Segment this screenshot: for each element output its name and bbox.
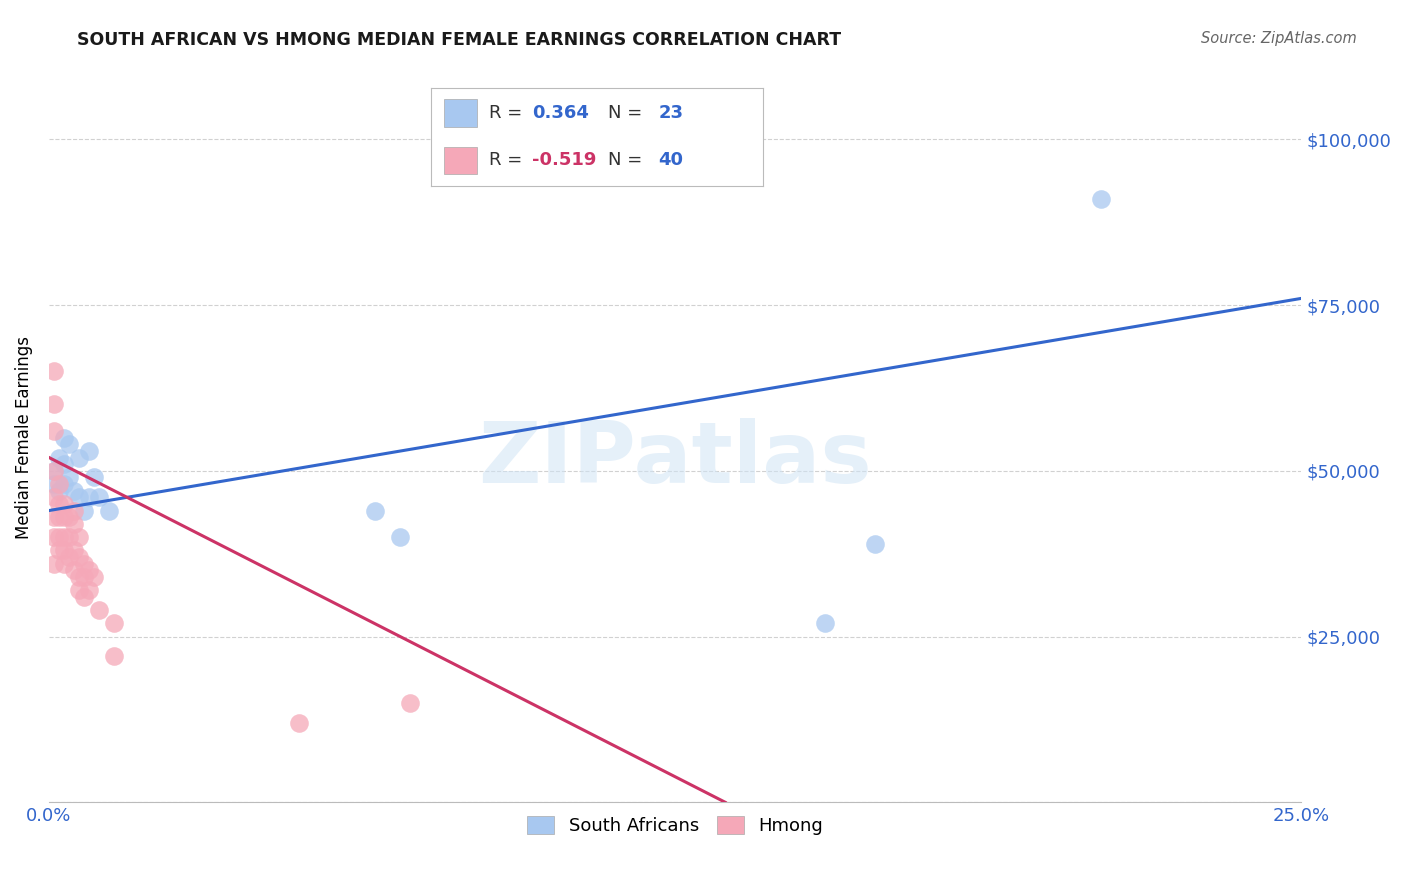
Point (67, 450, 90, 465)
Legend: South Africans, Hmong: South Africans, Hmong (517, 807, 832, 845)
Point (73, 570, 96, 584)
Point (814, 616, 837, 631)
Point (77, 491, 100, 505)
Point (48, 497, 70, 511)
Point (67, 530, 90, 544)
Point (63, 503, 86, 517)
Point (67, 491, 90, 505)
Point (63, 543, 86, 558)
Point (53, 497, 76, 511)
Point (288, 715, 311, 730)
Point (87, 603, 110, 617)
Point (865, 537, 887, 551)
Point (53, 510, 76, 524)
Point (42, 424, 65, 438)
Point (42, 464, 65, 478)
Point (398, 696, 420, 710)
Point (42, 530, 65, 544)
Point (48, 543, 70, 558)
Point (42, 364, 65, 378)
Point (73, 557, 96, 571)
Point (63, 516, 86, 531)
Point (42, 491, 65, 505)
Point (48, 477, 70, 491)
Point (48, 483, 70, 498)
Point (103, 649, 125, 664)
Point (53, 557, 76, 571)
Point (67, 583, 90, 598)
Text: ZIPatlas: ZIPatlas (478, 418, 872, 501)
Text: SOUTH AFRICAN VS HMONG MEDIAN FEMALE EARNINGS CORRELATION CHART: SOUTH AFRICAN VS HMONG MEDIAN FEMALE EAR… (77, 31, 841, 49)
Point (98, 503, 121, 517)
Point (58, 510, 80, 524)
Point (87, 491, 110, 505)
Point (77, 563, 100, 577)
Point (83, 470, 105, 484)
Text: Source: ZipAtlas.com: Source: ZipAtlas.com (1201, 31, 1357, 46)
Point (53, 530, 76, 544)
Point (63, 483, 86, 498)
Point (73, 503, 96, 517)
Point (48, 450, 70, 465)
Point (42, 477, 65, 491)
Point (83, 570, 105, 584)
Point (58, 470, 80, 484)
Point (58, 530, 80, 544)
Point (77, 443, 100, 458)
Point (58, 437, 80, 451)
Point (388, 530, 411, 544)
Point (42, 397, 65, 411)
Point (1090, 192, 1112, 206)
Point (53, 543, 76, 558)
Point (42, 510, 65, 524)
Point (73, 590, 96, 604)
Point (103, 616, 125, 631)
Point (58, 549, 80, 564)
Point (42, 557, 65, 571)
Point (48, 530, 70, 544)
Point (53, 431, 76, 445)
Point (67, 570, 90, 584)
Point (63, 563, 86, 577)
Point (77, 583, 100, 598)
Point (67, 549, 90, 564)
Point (53, 477, 76, 491)
Y-axis label: Median Female Earnings: Median Female Earnings (15, 336, 32, 539)
Point (363, 503, 385, 517)
Point (53, 457, 76, 471)
Point (42, 464, 65, 478)
Point (48, 510, 70, 524)
